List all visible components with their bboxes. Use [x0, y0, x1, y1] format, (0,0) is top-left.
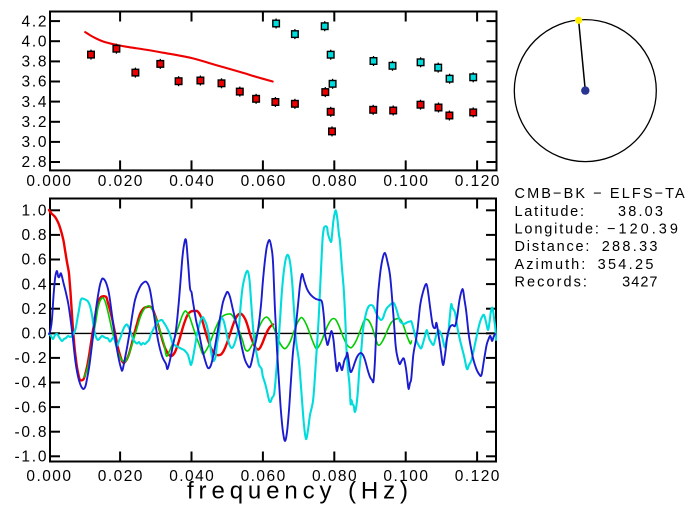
svg-text:0.2: 0.2: [22, 301, 47, 318]
svg-text:−120.39: −120.39: [607, 222, 678, 238]
svg-text:0.120: 0.120: [455, 468, 500, 485]
svg-text:0.120: 0.120: [455, 173, 500, 190]
svg-text:Longitude:: Longitude:: [515, 222, 599, 238]
svg-text:354.25: 354.25: [598, 257, 654, 273]
svg-text:0.000: 0.000: [26, 173, 71, 190]
svg-text:3.8: 3.8: [22, 54, 47, 71]
svg-text:3.4: 3.4: [22, 94, 47, 111]
svg-text:4.2: 4.2: [22, 13, 47, 30]
svg-text:0.060: 0.060: [241, 468, 286, 485]
svg-text:0.020: 0.020: [98, 173, 143, 190]
svg-text:0.080: 0.080: [312, 468, 357, 485]
svg-text:3427: 3427: [622, 275, 657, 291]
svg-text:0.060: 0.060: [241, 173, 286, 190]
svg-text:0.4: 0.4: [22, 276, 47, 293]
svg-text:0.100: 0.100: [383, 173, 428, 190]
svg-text:3.2: 3.2: [22, 114, 47, 131]
svg-text:288.33: 288.33: [602, 239, 658, 255]
svg-text:38.03: 38.03: [618, 204, 663, 220]
svg-text:0.020: 0.020: [98, 468, 143, 485]
svg-text:0.040: 0.040: [169, 173, 214, 190]
svg-text:CMB−BK − ELFS−TA: CMB−BK − ELFS−TA: [515, 186, 686, 202]
svg-text:3.0: 3.0: [22, 134, 47, 151]
svg-text:Azimuth:: Azimuth:: [515, 257, 586, 273]
svg-text:Distance:: Distance:: [515, 239, 590, 255]
svg-text:2.8: 2.8: [22, 154, 47, 171]
svg-text:Records:: Records:: [515, 275, 587, 291]
svg-text:4.0: 4.0: [22, 33, 47, 50]
svg-text:0.0: 0.0: [22, 326, 47, 343]
svg-text:0.6: 0.6: [22, 252, 47, 269]
svg-text:0.040: 0.040: [169, 468, 214, 485]
svg-text:frequency (Hz): frequency (Hz): [187, 478, 408, 505]
svg-text:0.8: 0.8: [22, 227, 47, 244]
svg-text:3.6: 3.6: [22, 74, 47, 91]
svg-text:1.0: 1.0: [22, 203, 47, 220]
svg-text:0.100: 0.100: [383, 468, 428, 485]
svg-text:0.000: 0.000: [26, 468, 71, 485]
svg-text:0.080: 0.080: [312, 173, 357, 190]
